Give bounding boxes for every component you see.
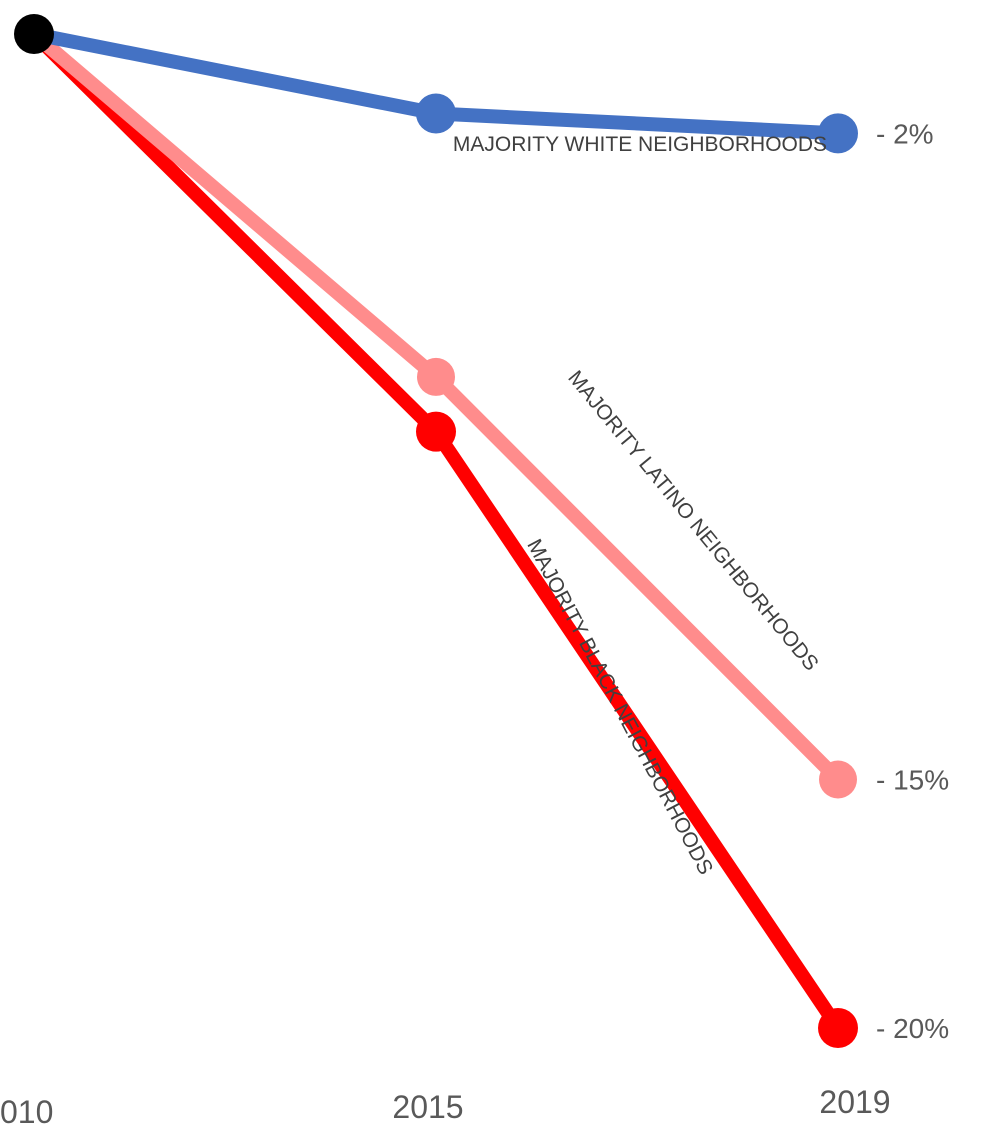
majority-latino-neighborhoods-end-label: - 15% <box>876 765 949 796</box>
start-point-2010 <box>14 14 54 54</box>
series-labels: - 2% - 15% - 20% MAJORITY WHITE NEIGHBORHOO… <box>453 118 949 1044</box>
x-tick-2010: 010 <box>0 1094 53 1130</box>
series-markers <box>416 93 858 1048</box>
majority-black-neighborhoods-point-2015 <box>416 411 456 452</box>
majority-white-neighborhoods-point-2015 <box>416 93 456 134</box>
x-axis-ticks: 010 2015 2019 <box>0 1084 891 1130</box>
x-tick-2019: 2019 <box>819 1084 890 1120</box>
majority-white-neighborhoods-label: MAJORITY WHITE NEIGHBORHOODS <box>453 133 827 156</box>
x-tick-2015: 2015 <box>392 1089 463 1125</box>
majority-white-neighborhoods-end-label: - 2% <box>876 118 934 149</box>
start-point <box>14 14 54 54</box>
majority-white-neighborhoods-point-2019 <box>818 113 858 154</box>
majority-latino-neighborhoods-point-2019 <box>819 760 857 799</box>
majority-black-neighborhoods-point-2019 <box>818 1008 858 1048</box>
majority-latino-neighborhoods-point-2015 <box>417 357 455 396</box>
majority-black-neighborhoods-end-label: - 20% <box>876 1013 949 1044</box>
majority-black-neighborhoods-label: MAJORITY BLACK NEIGHBORHOODS <box>522 535 717 878</box>
